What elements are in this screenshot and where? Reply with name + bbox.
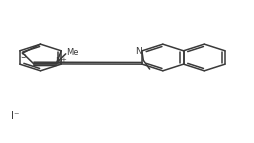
Text: Me: Me <box>66 47 79 56</box>
Text: I⁻: I⁻ <box>11 111 20 121</box>
Text: S: S <box>21 51 26 60</box>
Text: N: N <box>55 57 61 66</box>
Text: +: + <box>60 57 66 63</box>
Text: N: N <box>135 47 141 56</box>
